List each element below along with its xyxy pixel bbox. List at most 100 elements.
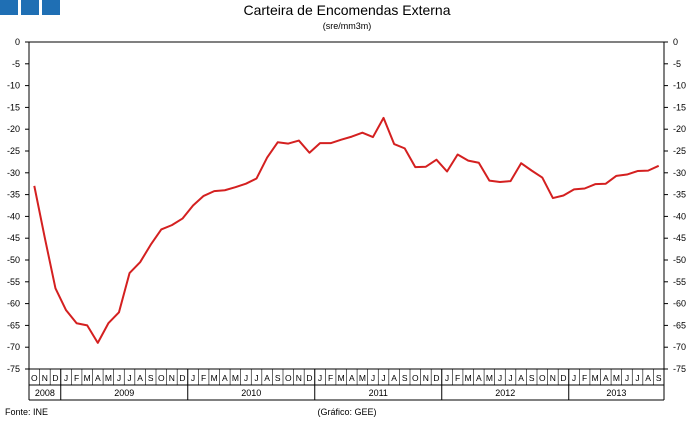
y-tick-label-left: -20 bbox=[7, 124, 20, 134]
x-month-label: M bbox=[338, 373, 345, 383]
y-tick-label-left: -10 bbox=[7, 81, 20, 91]
x-month-label: D bbox=[433, 373, 439, 383]
x-month-label: J bbox=[381, 373, 385, 383]
x-month-label: A bbox=[645, 373, 651, 383]
x-month-label: D bbox=[179, 373, 185, 383]
x-month-label: J bbox=[371, 373, 375, 383]
x-month-label: A bbox=[349, 373, 355, 383]
x-month-label: M bbox=[359, 373, 366, 383]
x-month-label: O bbox=[158, 373, 165, 383]
x-month-label: N bbox=[42, 373, 48, 383]
x-month-label: A bbox=[476, 373, 482, 383]
x-month-label: M bbox=[211, 373, 218, 383]
y-tick-label-left: 0 bbox=[15, 37, 20, 47]
x-month-label: M bbox=[232, 373, 239, 383]
x-month-label: J bbox=[117, 373, 121, 383]
y-tick-label-left: -75 bbox=[7, 364, 20, 374]
source-note: Fonte: INE bbox=[5, 407, 49, 417]
x-month-label: S bbox=[275, 373, 281, 383]
y-tick-label-right: -5 bbox=[673, 59, 681, 69]
y-tick-label-right: -45 bbox=[673, 233, 686, 243]
x-month-label: S bbox=[148, 373, 154, 383]
y-tick-label-right: -50 bbox=[673, 255, 686, 265]
x-month-label: F bbox=[74, 373, 79, 383]
x-month-label: S bbox=[402, 373, 408, 383]
x-month-label: O bbox=[412, 373, 419, 383]
x-month-label: A bbox=[391, 373, 397, 383]
x-month-label: O bbox=[539, 373, 546, 383]
y-tick-label-right: -15 bbox=[673, 102, 686, 112]
x-month-label: M bbox=[84, 373, 91, 383]
x-month-label: M bbox=[465, 373, 472, 383]
y-tick-label-right: -65 bbox=[673, 320, 686, 330]
x-month-label: J bbox=[445, 373, 449, 383]
x-month-label: D bbox=[52, 373, 58, 383]
x-year-label: 2011 bbox=[369, 388, 388, 398]
x-year-label: 2010 bbox=[241, 388, 261, 398]
y-tick-label-right: -60 bbox=[673, 299, 686, 309]
x-month-label: F bbox=[201, 373, 206, 383]
logo bbox=[0, 0, 62, 15]
y-tick-label-left: -55 bbox=[7, 277, 20, 287]
x-month-label: D bbox=[306, 373, 312, 383]
series-line bbox=[33, 116, 660, 344]
y-tick-label-right: -35 bbox=[673, 190, 686, 200]
x-year-label: 2012 bbox=[495, 388, 515, 398]
chart-title: Carteira de Encomendas Externa bbox=[243, 2, 451, 18]
x-month-label: S bbox=[656, 373, 662, 383]
x-month-label: M bbox=[613, 373, 620, 383]
x-month-label: D bbox=[560, 373, 566, 383]
x-month-label: N bbox=[423, 373, 429, 383]
y-tick-label-left: -15 bbox=[7, 102, 20, 112]
x-month-label: M bbox=[486, 373, 493, 383]
x-month-label: J bbox=[64, 373, 68, 383]
y-tick-label-left: -45 bbox=[7, 233, 20, 243]
plot-frame bbox=[28, 41, 665, 370]
x-month-label: F bbox=[455, 373, 460, 383]
x-month-label: J bbox=[244, 373, 248, 383]
x-month-label: A bbox=[518, 373, 524, 383]
x-month-label: A bbox=[603, 373, 609, 383]
x-year-label: 2013 bbox=[606, 388, 626, 398]
x-month-label: O bbox=[31, 373, 38, 383]
logo-square bbox=[0, 0, 18, 15]
y-tick-label-left: -40 bbox=[7, 211, 20, 221]
y-tick-label-right: -70 bbox=[673, 342, 686, 352]
y-tick-label-left: -60 bbox=[7, 299, 20, 309]
x-month-label: J bbox=[127, 373, 131, 383]
y-tick-label-right: -20 bbox=[673, 124, 686, 134]
x-month-label: J bbox=[191, 373, 195, 383]
x-month-label: A bbox=[222, 373, 228, 383]
x-month-label: N bbox=[296, 373, 302, 383]
x-month-label: N bbox=[550, 373, 556, 383]
x-year-label: 2009 bbox=[114, 388, 134, 398]
x-month-label: F bbox=[328, 373, 333, 383]
x-month-label: S bbox=[529, 373, 535, 383]
chart-subtitle: (sre/mm3m) bbox=[322, 21, 372, 31]
x-month-label: A bbox=[95, 373, 101, 383]
x-month-label: J bbox=[625, 373, 629, 383]
y-tick-label-left: -70 bbox=[7, 342, 20, 352]
y-tick-label-right: -75 bbox=[673, 364, 686, 374]
y-tick-label-right: -25 bbox=[673, 146, 686, 156]
y-tick-label-right: -40 bbox=[673, 211, 686, 221]
x-month-label: J bbox=[572, 373, 576, 383]
y-tick-label-right: -55 bbox=[673, 277, 686, 287]
x-month-label: J bbox=[498, 373, 502, 383]
x-month-label: J bbox=[508, 373, 512, 383]
x-month-label: J bbox=[254, 373, 258, 383]
y-tick-label-left: -65 bbox=[7, 320, 20, 330]
y-tick-label-left: -35 bbox=[7, 190, 20, 200]
y-tick-label-left: -50 bbox=[7, 255, 20, 265]
x-month-label: N bbox=[169, 373, 175, 383]
x-month-label: J bbox=[318, 373, 322, 383]
y-tick-label-left: -30 bbox=[7, 168, 20, 178]
y-tick-label-right: 0 bbox=[673, 37, 678, 47]
x-month-label: J bbox=[635, 373, 639, 383]
x-month-label: O bbox=[285, 373, 292, 383]
y-tick-label-left: -25 bbox=[7, 146, 20, 156]
logo-square bbox=[21, 0, 39, 15]
x-month-label: F bbox=[582, 373, 587, 383]
y-tick-label-right: -10 bbox=[673, 81, 686, 91]
